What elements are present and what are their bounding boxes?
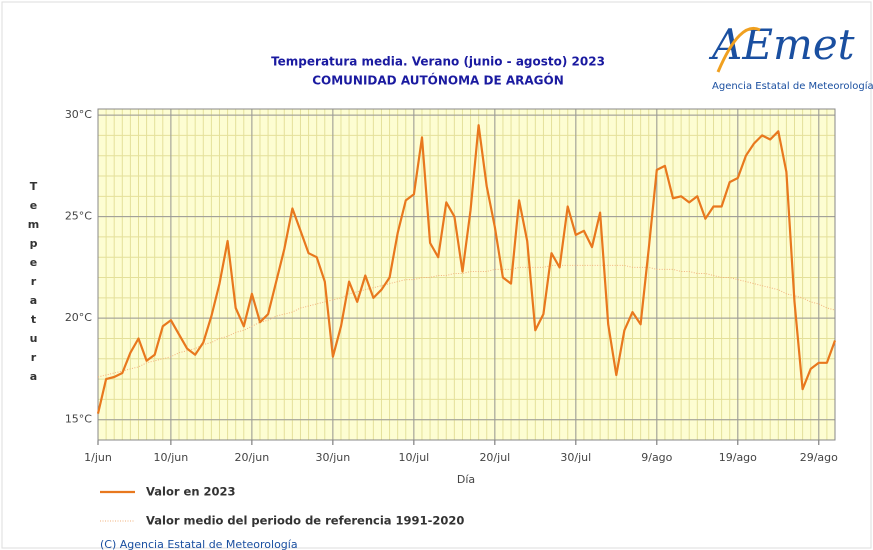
legend-label: Valor en 2023 xyxy=(146,485,236,499)
logo-swoosh xyxy=(716,27,761,73)
y-tick-label: 30°C xyxy=(65,108,92,121)
x-tick-label: 9/ago xyxy=(641,451,672,464)
x-tick-label: 20/jul xyxy=(479,451,510,464)
series-line xyxy=(96,124,837,414)
copyright: (C) Agencia Estatal de Meteorología xyxy=(100,538,298,550)
x-tick-label: 19/ago xyxy=(719,451,757,464)
x-tick-label: 30/jun xyxy=(316,451,351,464)
logo-tagline: Agencia Estatal de Meteorología xyxy=(712,80,873,92)
series-line xyxy=(97,264,836,378)
logo: AEmet xyxy=(708,20,855,69)
x-axis-label: Día xyxy=(457,473,475,486)
x-tick-label: 10/jun xyxy=(154,451,189,464)
x-tick-label: 29/ago xyxy=(800,451,838,464)
x-tick-label: 20/jun xyxy=(235,451,270,464)
y-tick-label: 15°C xyxy=(65,413,92,426)
legend-label: Valor medio del periodo de referencia 19… xyxy=(146,514,464,528)
y-tick-label: 25°C xyxy=(65,210,92,223)
y-axis-label: Temperatura xyxy=(27,180,40,389)
x-tick-label: 30/jul xyxy=(560,451,591,464)
x-tick-label: 1/jun xyxy=(84,451,112,464)
chart-subtitle: COMUNIDAD AUTÓNOMA DE ARAGÓN xyxy=(312,73,564,88)
y-tick-label: 20°C xyxy=(65,311,92,324)
x-tick-label: 10/jul xyxy=(398,451,429,464)
plot-area xyxy=(98,109,835,440)
chart-title: Temperatura media. Verano (junio - agost… xyxy=(271,55,605,69)
plot-border xyxy=(97,108,836,441)
